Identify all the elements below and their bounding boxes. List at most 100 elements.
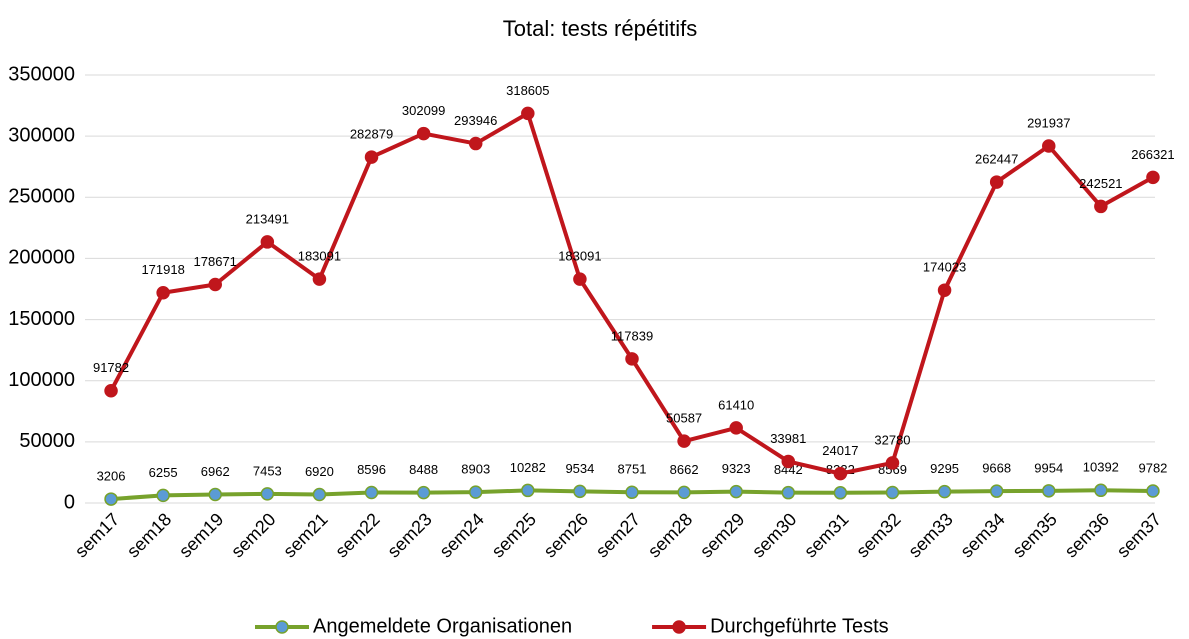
data-label: 302099 bbox=[402, 103, 445, 118]
y-tick-label: 100000 bbox=[8, 369, 75, 391]
data-point bbox=[625, 352, 639, 366]
data-label: 6255 bbox=[149, 465, 178, 480]
data-label: 8488 bbox=[409, 462, 438, 477]
x-tick-label: sem32 bbox=[852, 509, 904, 561]
data-label: 262447 bbox=[975, 152, 1018, 167]
data-label: 7453 bbox=[253, 463, 282, 478]
data-label: 213491 bbox=[246, 211, 289, 226]
x-tick-label: sem29 bbox=[696, 509, 748, 561]
data-label: 3206 bbox=[97, 469, 126, 484]
data-label: 8596 bbox=[357, 462, 386, 477]
data-label: 8751 bbox=[618, 462, 647, 477]
x-tick-label: sem20 bbox=[227, 509, 279, 561]
x-tick-label: sem37 bbox=[1113, 509, 1165, 561]
data-point bbox=[468, 136, 483, 151]
data-label: 6962 bbox=[201, 464, 230, 479]
data-label: 291937 bbox=[1027, 115, 1070, 130]
data-point bbox=[1094, 483, 1108, 498]
data-point bbox=[104, 492, 118, 506]
y-tick-label: 250000 bbox=[8, 186, 75, 208]
data-point bbox=[833, 466, 848, 481]
data-label: 171918 bbox=[141, 262, 184, 277]
x-tick-label: sem33 bbox=[904, 509, 956, 561]
data-point bbox=[729, 484, 743, 499]
data-point bbox=[364, 485, 379, 500]
data-label: 8662 bbox=[670, 462, 699, 477]
data-label: 33981 bbox=[770, 431, 806, 446]
data-point bbox=[677, 434, 691, 448]
data-point bbox=[208, 277, 222, 292]
data-point bbox=[416, 485, 431, 500]
legend-label: Angemeldete Organisationen bbox=[313, 615, 572, 637]
y-tick-label: 200000 bbox=[8, 247, 75, 269]
data-point bbox=[885, 485, 900, 500]
data-point bbox=[1094, 199, 1108, 214]
data-label: 318605 bbox=[506, 83, 549, 98]
data-point bbox=[937, 484, 952, 499]
data-point bbox=[364, 150, 379, 164]
data-label: 24017 bbox=[822, 443, 858, 458]
legend-label: Durchgeführte Tests bbox=[710, 615, 889, 637]
data-point bbox=[1042, 139, 1056, 153]
data-point bbox=[573, 484, 587, 499]
data-point bbox=[989, 484, 1004, 498]
chart-title: Total: tests répétitifs bbox=[503, 16, 697, 41]
x-tick-label: sem36 bbox=[1061, 509, 1113, 561]
data-point bbox=[989, 175, 1004, 189]
data-label: 183091 bbox=[558, 249, 601, 264]
x-tick-label: sem26 bbox=[540, 509, 592, 561]
data-point bbox=[833, 486, 848, 500]
data-label: 91782 bbox=[93, 360, 129, 375]
data-point bbox=[729, 421, 743, 435]
data-point bbox=[260, 235, 275, 249]
y-tick-label: 150000 bbox=[8, 308, 75, 330]
data-point bbox=[312, 487, 327, 502]
x-tick-label: sem34 bbox=[957, 509, 1009, 561]
data-label: 9782 bbox=[1138, 460, 1167, 475]
data-point bbox=[260, 487, 275, 501]
data-point bbox=[312, 272, 327, 286]
data-label: 6920 bbox=[305, 464, 334, 479]
data-label: 266321 bbox=[1131, 147, 1174, 162]
x-tick-label: sem19 bbox=[175, 509, 227, 561]
data-label: 32780 bbox=[874, 432, 910, 447]
data-label: 9295 bbox=[930, 461, 959, 476]
data-point bbox=[521, 483, 535, 498]
data-point bbox=[156, 488, 170, 503]
data-label: 174023 bbox=[923, 260, 966, 275]
data-label: 8903 bbox=[461, 462, 490, 477]
x-tick-label: sem27 bbox=[592, 509, 644, 561]
data-point bbox=[416, 126, 431, 141]
data-label: 9668 bbox=[982, 461, 1011, 476]
data-point bbox=[468, 485, 483, 499]
data-label: 50587 bbox=[666, 411, 702, 426]
data-label: 9954 bbox=[1034, 460, 1063, 475]
data-label: 242521 bbox=[1079, 176, 1122, 191]
x-tick-label: sem18 bbox=[123, 509, 175, 561]
data-label: 117839 bbox=[611, 328, 653, 343]
x-tick-label: sem22 bbox=[331, 509, 383, 561]
x-tick-label: sem23 bbox=[383, 509, 435, 561]
data-point bbox=[208, 487, 222, 502]
x-tick-label: sem17 bbox=[71, 509, 123, 561]
y-tick-label: 300000 bbox=[8, 124, 75, 146]
data-point bbox=[1146, 484, 1160, 498]
data-point bbox=[104, 384, 118, 398]
legend-marker bbox=[672, 620, 686, 634]
data-point bbox=[937, 283, 952, 297]
data-label: 293946 bbox=[454, 113, 497, 128]
data-point bbox=[521, 106, 535, 121]
data-point bbox=[677, 485, 691, 500]
data-point bbox=[625, 485, 639, 500]
data-point bbox=[1042, 484, 1056, 498]
data-label: 10392 bbox=[1083, 460, 1119, 475]
data-label: 10282 bbox=[510, 460, 546, 475]
legend-marker bbox=[275, 620, 289, 634]
y-tick-label: 350000 bbox=[8, 63, 75, 85]
data-label: 8442 bbox=[774, 462, 803, 477]
x-tick-label: sem21 bbox=[279, 509, 331, 561]
data-point bbox=[781, 485, 796, 500]
x-tick-label: sem24 bbox=[436, 509, 488, 561]
data-label: 61410 bbox=[718, 397, 754, 412]
